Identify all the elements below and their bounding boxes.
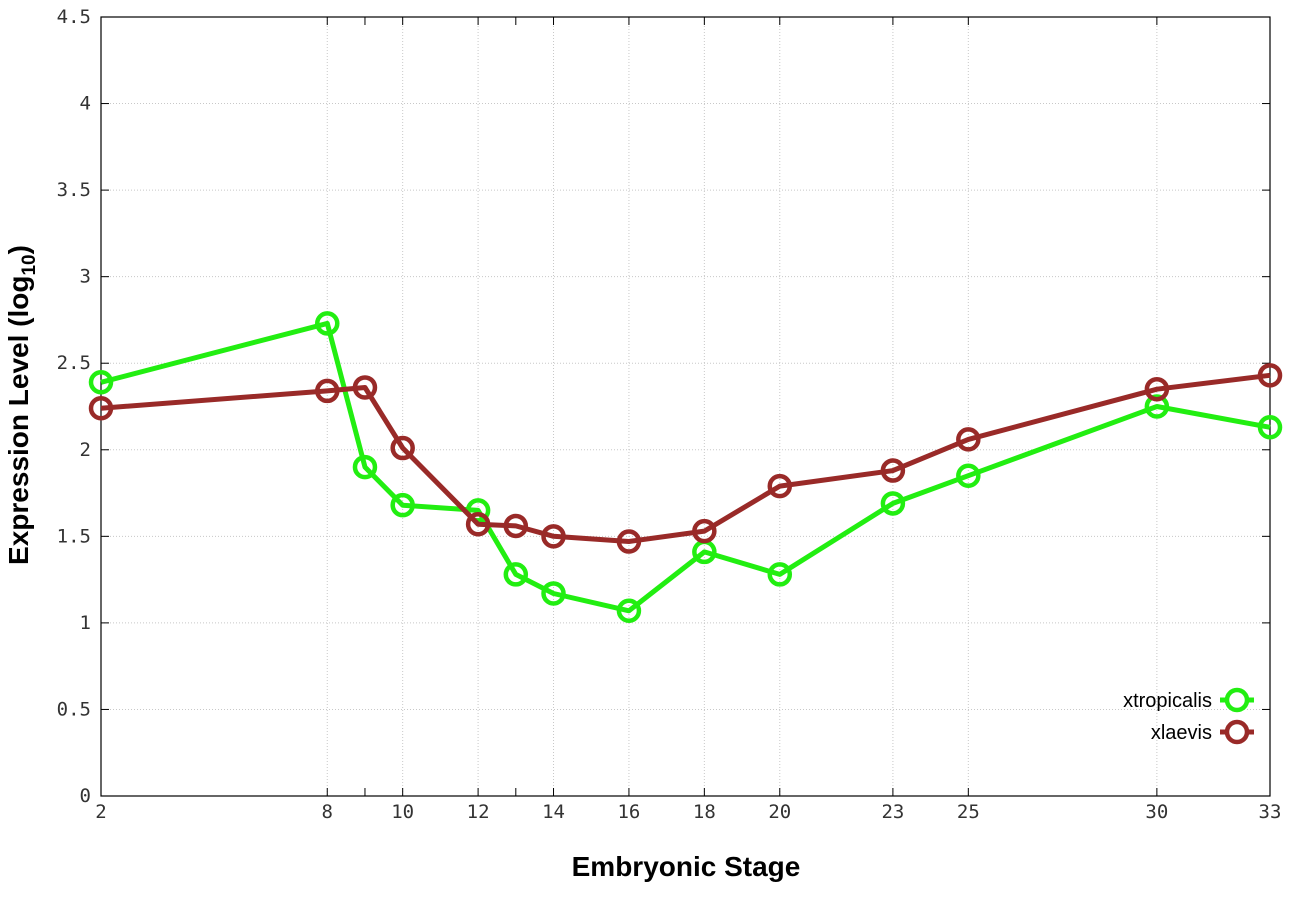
x-tick-label: 23 <box>881 801 904 823</box>
data-point <box>1144 394 1170 419</box>
series <box>88 311 1283 624</box>
data-point <box>352 454 378 480</box>
y-tick-label: 0.5 <box>57 698 91 720</box>
data-point <box>880 458 906 483</box>
data-point <box>541 524 566 549</box>
x-axis-title: Embryonic Stage <box>572 851 801 882</box>
y-axis-title-subscript: 10 <box>19 254 40 275</box>
x-tick-label: 2 <box>95 801 106 823</box>
data-point <box>767 562 793 587</box>
data-point <box>315 378 340 404</box>
series-xlaevis <box>88 363 1283 554</box>
legend-item: xtropicalis <box>1123 687 1254 713</box>
y-axis-title-main: Expression Level (log <box>3 276 34 565</box>
y-tick-label: 4.5 <box>57 6 91 28</box>
data-point <box>956 427 981 452</box>
legend-swatch-marker <box>1224 687 1250 713</box>
data-point <box>616 529 642 554</box>
data-point <box>956 463 981 488</box>
x-tick-label: 25 <box>957 801 980 823</box>
data-point <box>390 435 415 461</box>
y-tick-label: 2 <box>80 439 91 461</box>
legend-label: xlaevis <box>1151 722 1212 744</box>
data-point <box>465 498 491 523</box>
data-point <box>315 311 340 336</box>
data-point <box>1257 363 1283 388</box>
data-point <box>616 598 642 624</box>
x-tick-label: 18 <box>693 801 716 823</box>
data-point <box>692 518 717 544</box>
x-tick-label: 14 <box>542 801 565 823</box>
series-line <box>100 320 1271 614</box>
data-point <box>88 370 114 395</box>
legend-swatch-marker <box>1224 719 1250 745</box>
data-point <box>352 375 378 400</box>
y-tick-label: 2.5 <box>57 352 91 374</box>
y-tick-label: 1.5 <box>57 525 91 547</box>
y-axis-title: Expression Level (log10) <box>3 245 40 565</box>
legend-item: xlaevis <box>1151 719 1254 745</box>
legend: xtropicalis xlaevis <box>1123 687 1254 745</box>
y-tick-label: 0 <box>80 785 91 807</box>
data-point <box>1257 415 1283 440</box>
data-point <box>880 491 906 516</box>
grid <box>101 17 1270 796</box>
data-point <box>541 581 566 606</box>
data-point <box>1144 376 1170 402</box>
x-tick-label: 12 <box>467 801 490 823</box>
x-tick-label: 20 <box>768 801 791 823</box>
x-tick-label: 33 <box>1259 801 1282 823</box>
data-point <box>465 511 491 537</box>
x-tick-label: 16 <box>617 801 640 823</box>
y-tick-label: 1 <box>80 612 91 634</box>
data-point <box>503 562 529 587</box>
data-point <box>503 513 529 539</box>
legend-label: xtropicalis <box>1123 690 1212 712</box>
x-tick-label: 8 <box>322 801 333 823</box>
y-tick-label: 3.5 <box>57 179 91 201</box>
y-axis-title-close: ) <box>3 245 34 254</box>
x-tick-label: 30 <box>1145 801 1168 823</box>
x-tick-label: 10 <box>391 801 414 823</box>
y-tick-labels: 0 0.5 1 1.5 2 2.5 3 3.5 4 4.5 <box>57 6 91 807</box>
data-point <box>390 492 415 518</box>
y-tick-label: 4 <box>80 93 91 115</box>
series-line <box>100 372 1271 544</box>
x-tick-labels: 2 8 10 12 14 16 18 20 23 25 30 33 <box>95 801 1281 823</box>
y-tick-label: 3 <box>80 266 91 288</box>
data-point <box>88 395 114 421</box>
series-xtropicalis <box>88 311 1283 624</box>
data-point <box>767 473 793 499</box>
